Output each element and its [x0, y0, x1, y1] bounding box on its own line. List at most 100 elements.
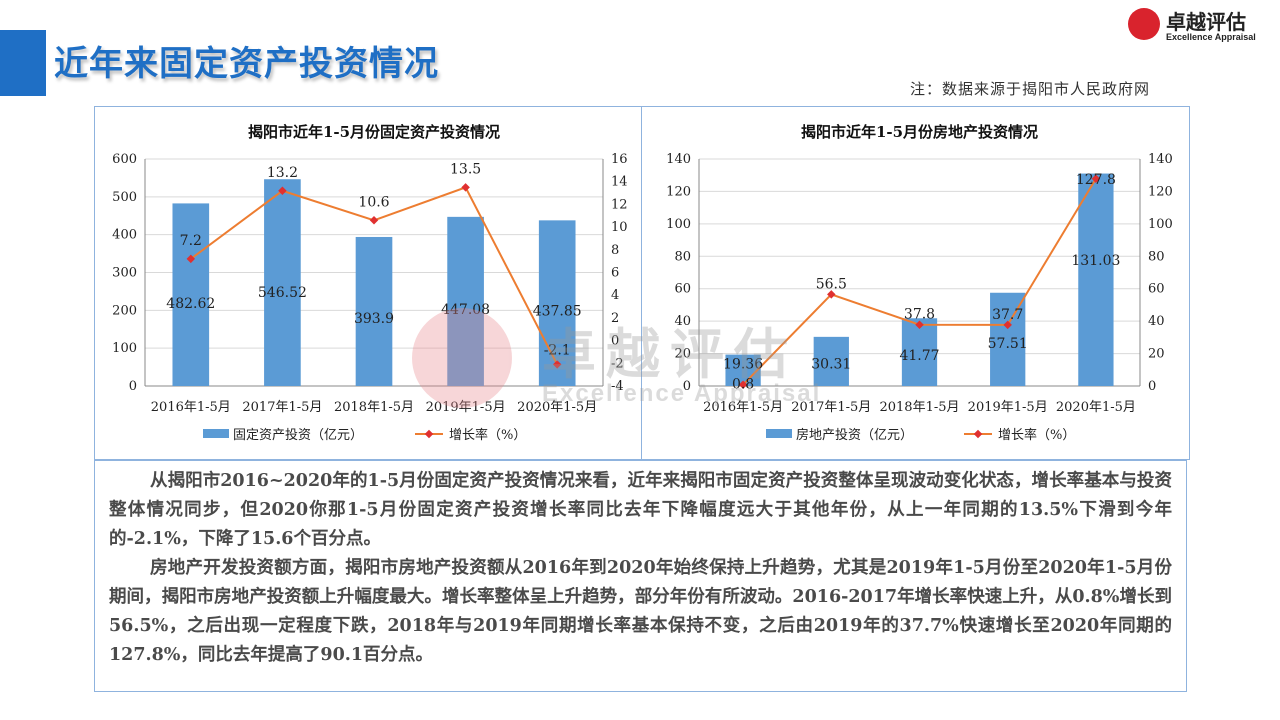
bar — [538, 220, 576, 386]
y2-tick-label: 2 — [611, 311, 619, 326]
line-data-label: 56.5 — [816, 276, 847, 292]
line-marker — [827, 290, 836, 299]
legend-bar-swatch — [766, 429, 792, 438]
chart-divider — [641, 107, 642, 459]
y-tick-label: 100 — [666, 217, 691, 232]
y2-tick-label: 40 — [1148, 314, 1165, 329]
y2-tick-label: 16 — [611, 152, 628, 167]
y2-tick-label: 20 — [1148, 347, 1165, 362]
bar-data-label: 482.62 — [166, 296, 215, 312]
line-marker — [186, 254, 196, 264]
x-tick-label: 2018年1-5月 — [879, 400, 959, 415]
bar-data-label: 131.03 — [1071, 253, 1120, 269]
bar-data-label: 437.85 — [533, 304, 582, 320]
bar — [1078, 173, 1114, 386]
bar — [264, 179, 301, 386]
bar-data-label: 30.31 — [811, 356, 851, 372]
y2-tick-label: 12 — [611, 197, 628, 212]
line-data-label: 13.2 — [267, 165, 298, 181]
y-tick-label: 0 — [683, 379, 691, 394]
y2-tick-label: -2 — [611, 356, 624, 371]
x-tick-label: 2016年1-5月 — [151, 400, 231, 415]
y-tick-label: 0 — [129, 379, 137, 394]
logo-text-cn: 卓越评估 — [1166, 10, 1246, 34]
y-tick-label: 140 — [666, 152, 691, 167]
legend-line-marker — [973, 429, 983, 439]
bar-data-label: 447.08 — [441, 302, 490, 318]
y-tick-label: 400 — [112, 228, 137, 243]
y-tick-label: 100 — [112, 341, 137, 356]
legend-bar-label: 房地产投资（亿元） — [796, 427, 913, 443]
line-data-label: -2.1 — [544, 342, 571, 358]
line-marker — [369, 216, 379, 225]
bar — [990, 292, 1026, 386]
line-data-label: 13.5 — [450, 161, 481, 177]
bar-data-label: 546.52 — [258, 285, 307, 301]
y2-tick-label: 0 — [1148, 379, 1156, 394]
x-tick-label: 2017年1-5月 — [791, 400, 871, 415]
y2-tick-label: 60 — [1148, 282, 1165, 297]
logo-text-en: Excellence Appraisal — [1166, 32, 1256, 42]
y2-tick-label: 6 — [611, 266, 619, 281]
chart-title: 揭阳市近年1-5月份房地产投资情况 — [801, 123, 1038, 141]
y-tick-label: 500 — [112, 190, 137, 205]
bar-data-label: 41.77 — [899, 348, 939, 364]
line-marker — [552, 360, 562, 369]
x-tick-label: 2017年1-5月 — [242, 400, 322, 415]
y2-tick-label: 8 — [611, 243, 619, 258]
fixed-asset-investment-chart: 揭阳市近年1-5月份固定资产投资情况0100200300400500600-4-… — [112, 123, 628, 443]
y-tick-label: 80 — [674, 249, 691, 264]
bar-data-label: 57.51 — [988, 336, 1028, 352]
y2-tick-label: 0 — [611, 334, 619, 349]
x-tick-label: 2020年1-5月 — [517, 400, 597, 415]
logo: 卓越评估 Excellence Appraisal — [1128, 6, 1273, 46]
y-tick-label: 120 — [666, 184, 691, 199]
y2-tick-label: 140 — [1148, 152, 1173, 167]
x-tick-label: 2018年1-5月 — [334, 400, 414, 415]
line-data-label: 37.8 — [904, 307, 935, 323]
line-marker — [461, 183, 470, 192]
line-data-label: 10.6 — [358, 194, 389, 210]
bar-data-label: 393.9 — [354, 311, 394, 327]
analysis-paragraph-1: 从揭阳市2016~2020年的1-5月份固定资产投资情况来看，近年来揭阳市固定资… — [109, 471, 1172, 549]
line-data-label: 0.8 — [732, 377, 754, 393]
y-tick-label: 60 — [674, 282, 691, 297]
bar — [172, 203, 210, 386]
y2-tick-label: 80 — [1148, 249, 1165, 264]
line-data-label: 127.8 — [1076, 172, 1116, 188]
legend-line-marker — [424, 429, 434, 439]
line-data-label: 7.2 — [180, 233, 202, 249]
page-title: 近年来固定资产投资情况 — [54, 44, 439, 84]
legend-bar-swatch — [203, 429, 229, 438]
y-tick-label: 40 — [674, 314, 691, 329]
y2-tick-label: 100 — [1148, 217, 1173, 232]
legend-bar-label: 固定资产投资（亿元） — [233, 427, 363, 443]
x-tick-label: 2019年1-5月 — [426, 400, 506, 415]
charts-panel: 揭阳市近年1-5月份固定资产投资情况 0 100 200 300 400 500 600 -4-… — [94, 106, 1190, 460]
legend-line-label: 增长率（%） — [998, 427, 1075, 443]
x-tick-label: 2016年1-5月 — [703, 400, 783, 415]
title-accent-bar — [0, 30, 46, 96]
x-tick-label: 2020年1-5月 — [1056, 400, 1136, 415]
line-data-label: 37.7 — [992, 307, 1023, 323]
logo-mark-icon — [1128, 8, 1160, 40]
y-tick-label: 200 — [112, 303, 137, 318]
analysis-paragraph-2: 房地产开发投资额方面，揭阳市房地产投资额从2016年到2020年始终保持上升趋势… — [109, 558, 1172, 665]
line-marker — [738, 380, 748, 389]
y2-tick-label: 120 — [1148, 184, 1173, 199]
line-marker — [278, 186, 287, 196]
analysis-text-box: 从揭阳市2016~2020年的1-5月份固定资产投资情况来看，近年来揭阳市固定资… — [94, 460, 1187, 692]
bar — [447, 216, 484, 386]
bar — [355, 236, 393, 386]
chart-title: 揭阳市近年1-5月份固定资产投资情况 — [248, 123, 500, 141]
source-note: 注：数据来源于揭阳市人民政府网 — [910, 80, 1151, 98]
y2-tick-label: 10 — [611, 220, 628, 235]
real-estate-investment-chart: 揭阳市近年1-5月份房地产投资情况 0 20 40 60 80 100 120 140 0 20 40… — [666, 123, 1173, 443]
y2-tick-label: 14 — [611, 175, 628, 190]
y-tick-label: 20 — [674, 347, 691, 362]
legend-line-label: 增长率（%） — [449, 427, 526, 443]
bar — [813, 336, 849, 386]
bar — [901, 318, 938, 386]
y-tick-label: 600 — [112, 152, 137, 167]
y2-tick-label: 4 — [611, 288, 619, 303]
